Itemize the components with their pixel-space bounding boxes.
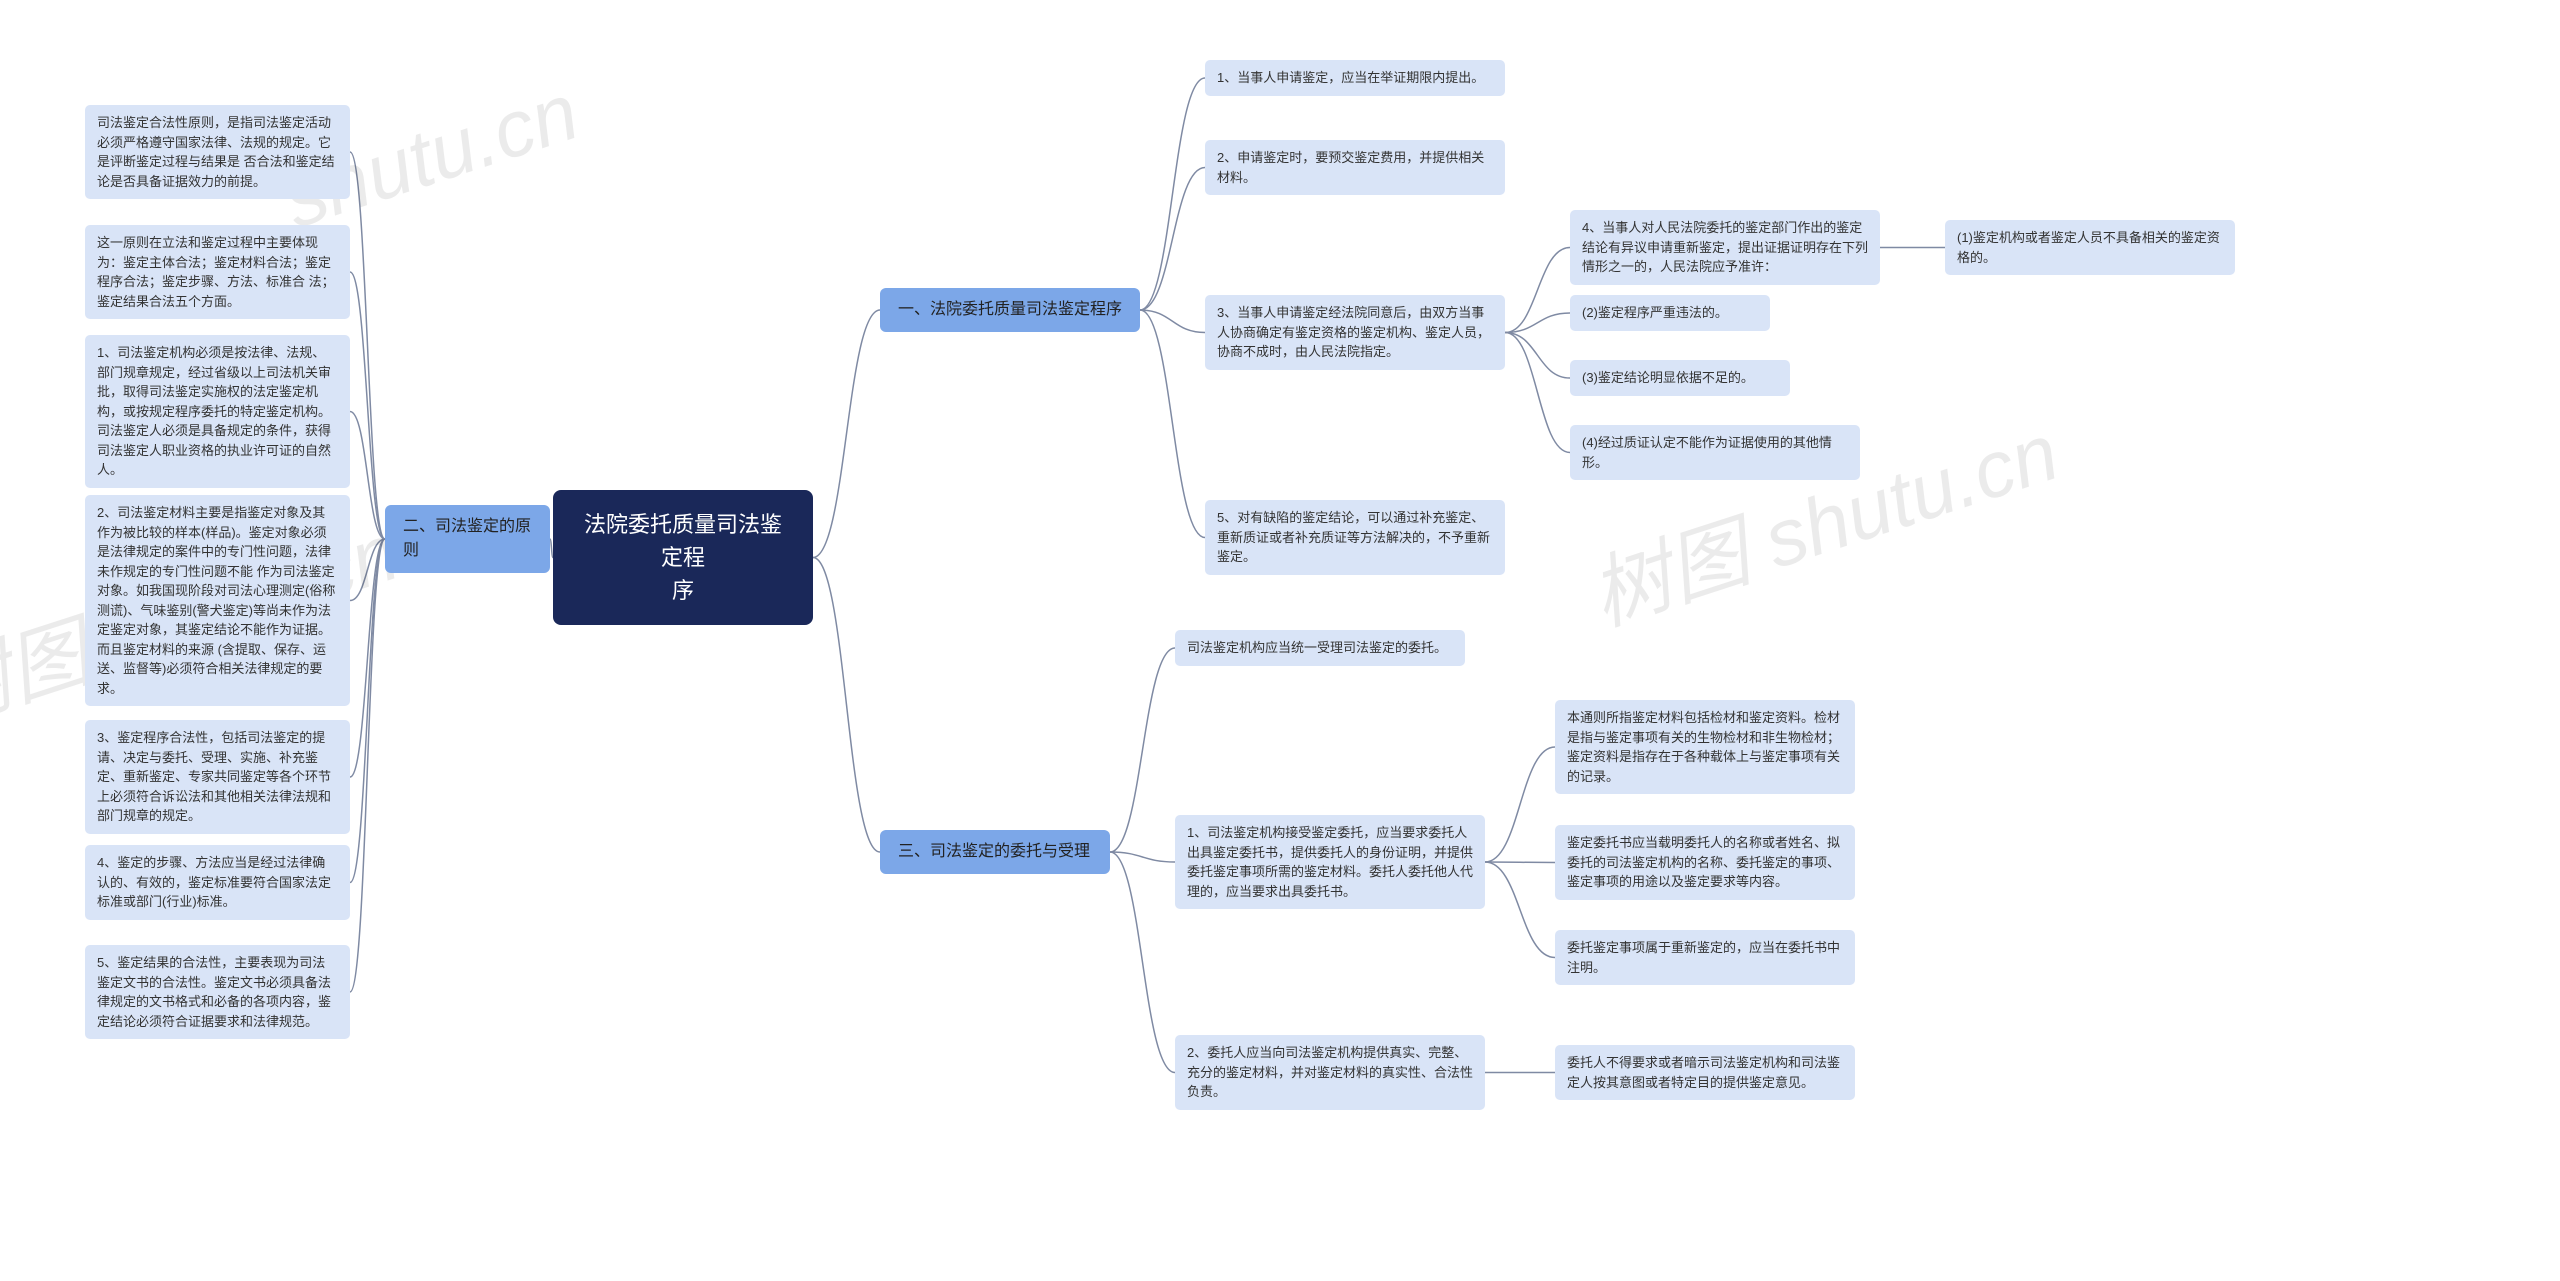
leaf-node: 3、鉴定程序合法性，包括司法鉴定的提请、决定与委托、受理、实施、补充鉴定、重新鉴… <box>85 720 350 834</box>
section-node: 一、法院委托质量司法鉴定程序 <box>880 288 1140 332</box>
leaf-node: 委托鉴定事项属于重新鉴定的，应当在委托书中注明。 <box>1555 930 1855 985</box>
leaf-node: 这一原则在立法和鉴定过程中主要体现为：鉴定主体合法；鉴定材料合法；鉴定程序合法；… <box>85 225 350 319</box>
leaf-node: 1、当事人申请鉴定，应当在举证期限内提出。 <box>1205 60 1505 96</box>
leaf-node: 5、对有缺陷的鉴定结论，可以通过补充鉴定、重新质证或者补充质证等方法解决的，不予… <box>1205 500 1505 575</box>
leaf-node: 2、申请鉴定时，要预交鉴定费用，并提供相关材料。 <box>1205 140 1505 195</box>
leaf-node: 4、当事人对人民法院委托的鉴定部门作出的鉴定结论有异议申请重新鉴定，提出证据证明… <box>1570 210 1880 285</box>
leaf-node: 4、鉴定的步骤、方法应当是经过法律确认的、有效的，鉴定标准要符合国家法定标准或部… <box>85 845 350 920</box>
leaf-node: 委托人不得要求或者暗示司法鉴定机构和司法鉴定人按其意图或者特定目的提供鉴定意见。 <box>1555 1045 1855 1100</box>
leaf-node: 本通则所指鉴定材料包括检材和鉴定资料。检材是指与鉴定事项有关的生物检材和非生物检… <box>1555 700 1855 794</box>
mindmap-canvas: 树图 shutu.cnshutu.cn树图 shutu.cn法院委托质量司法鉴定… <box>0 0 2560 1281</box>
leaf-node: 1、司法鉴定机构必须是按法律、法规、部门规章规定，经过省级以上司法机关审批，取得… <box>85 335 350 488</box>
leaf-node: (1)鉴定机构或者鉴定人员不具备相关的鉴定资格的。 <box>1945 220 2235 275</box>
leaf-node: 鉴定委托书应当载明委托人的名称或者姓名、拟委托的司法鉴定机构的名称、委托鉴定的事… <box>1555 825 1855 900</box>
leaf-node: 2、司法鉴定材料主要是指鉴定对象及其作为被比较的样本(样品)。鉴定对象必须是法律… <box>85 495 350 706</box>
leaf-node: (2)鉴定程序严重违法的。 <box>1570 295 1770 331</box>
section-node: 二、司法鉴定的原则 <box>385 505 550 573</box>
leaf-node: 1、司法鉴定机构接受鉴定委托，应当要求委托人出具鉴定委托书，提供委托人的身份证明… <box>1175 815 1485 909</box>
leaf-node: (3)鉴定结论明显依据不足的。 <box>1570 360 1790 396</box>
leaf-node: 3、当事人申请鉴定经法院同意后，由双方当事人协商确定有鉴定资格的鉴定机构、鉴定人… <box>1205 295 1505 370</box>
root-node: 法院委托质量司法鉴定程序 <box>553 490 813 625</box>
leaf-node: (4)经过质证认定不能作为证据使用的其他情形。 <box>1570 425 1860 480</box>
leaf-node: 司法鉴定合法性原则，是指司法鉴定活动必须严格遵守国家法律、法规的规定。它是评断鉴… <box>85 105 350 199</box>
leaf-node: 2、委托人应当向司法鉴定机构提供真实、完整、充分的鉴定材料，并对鉴定材料的真实性… <box>1175 1035 1485 1110</box>
leaf-node: 司法鉴定机构应当统一受理司法鉴定的委托。 <box>1175 630 1465 666</box>
section-node: 三、司法鉴定的委托与受理 <box>880 830 1110 874</box>
leaf-node: 5、鉴定结果的合法性，主要表现为司法鉴定文书的合法性。鉴定文书必须具备法律规定的… <box>85 945 350 1039</box>
